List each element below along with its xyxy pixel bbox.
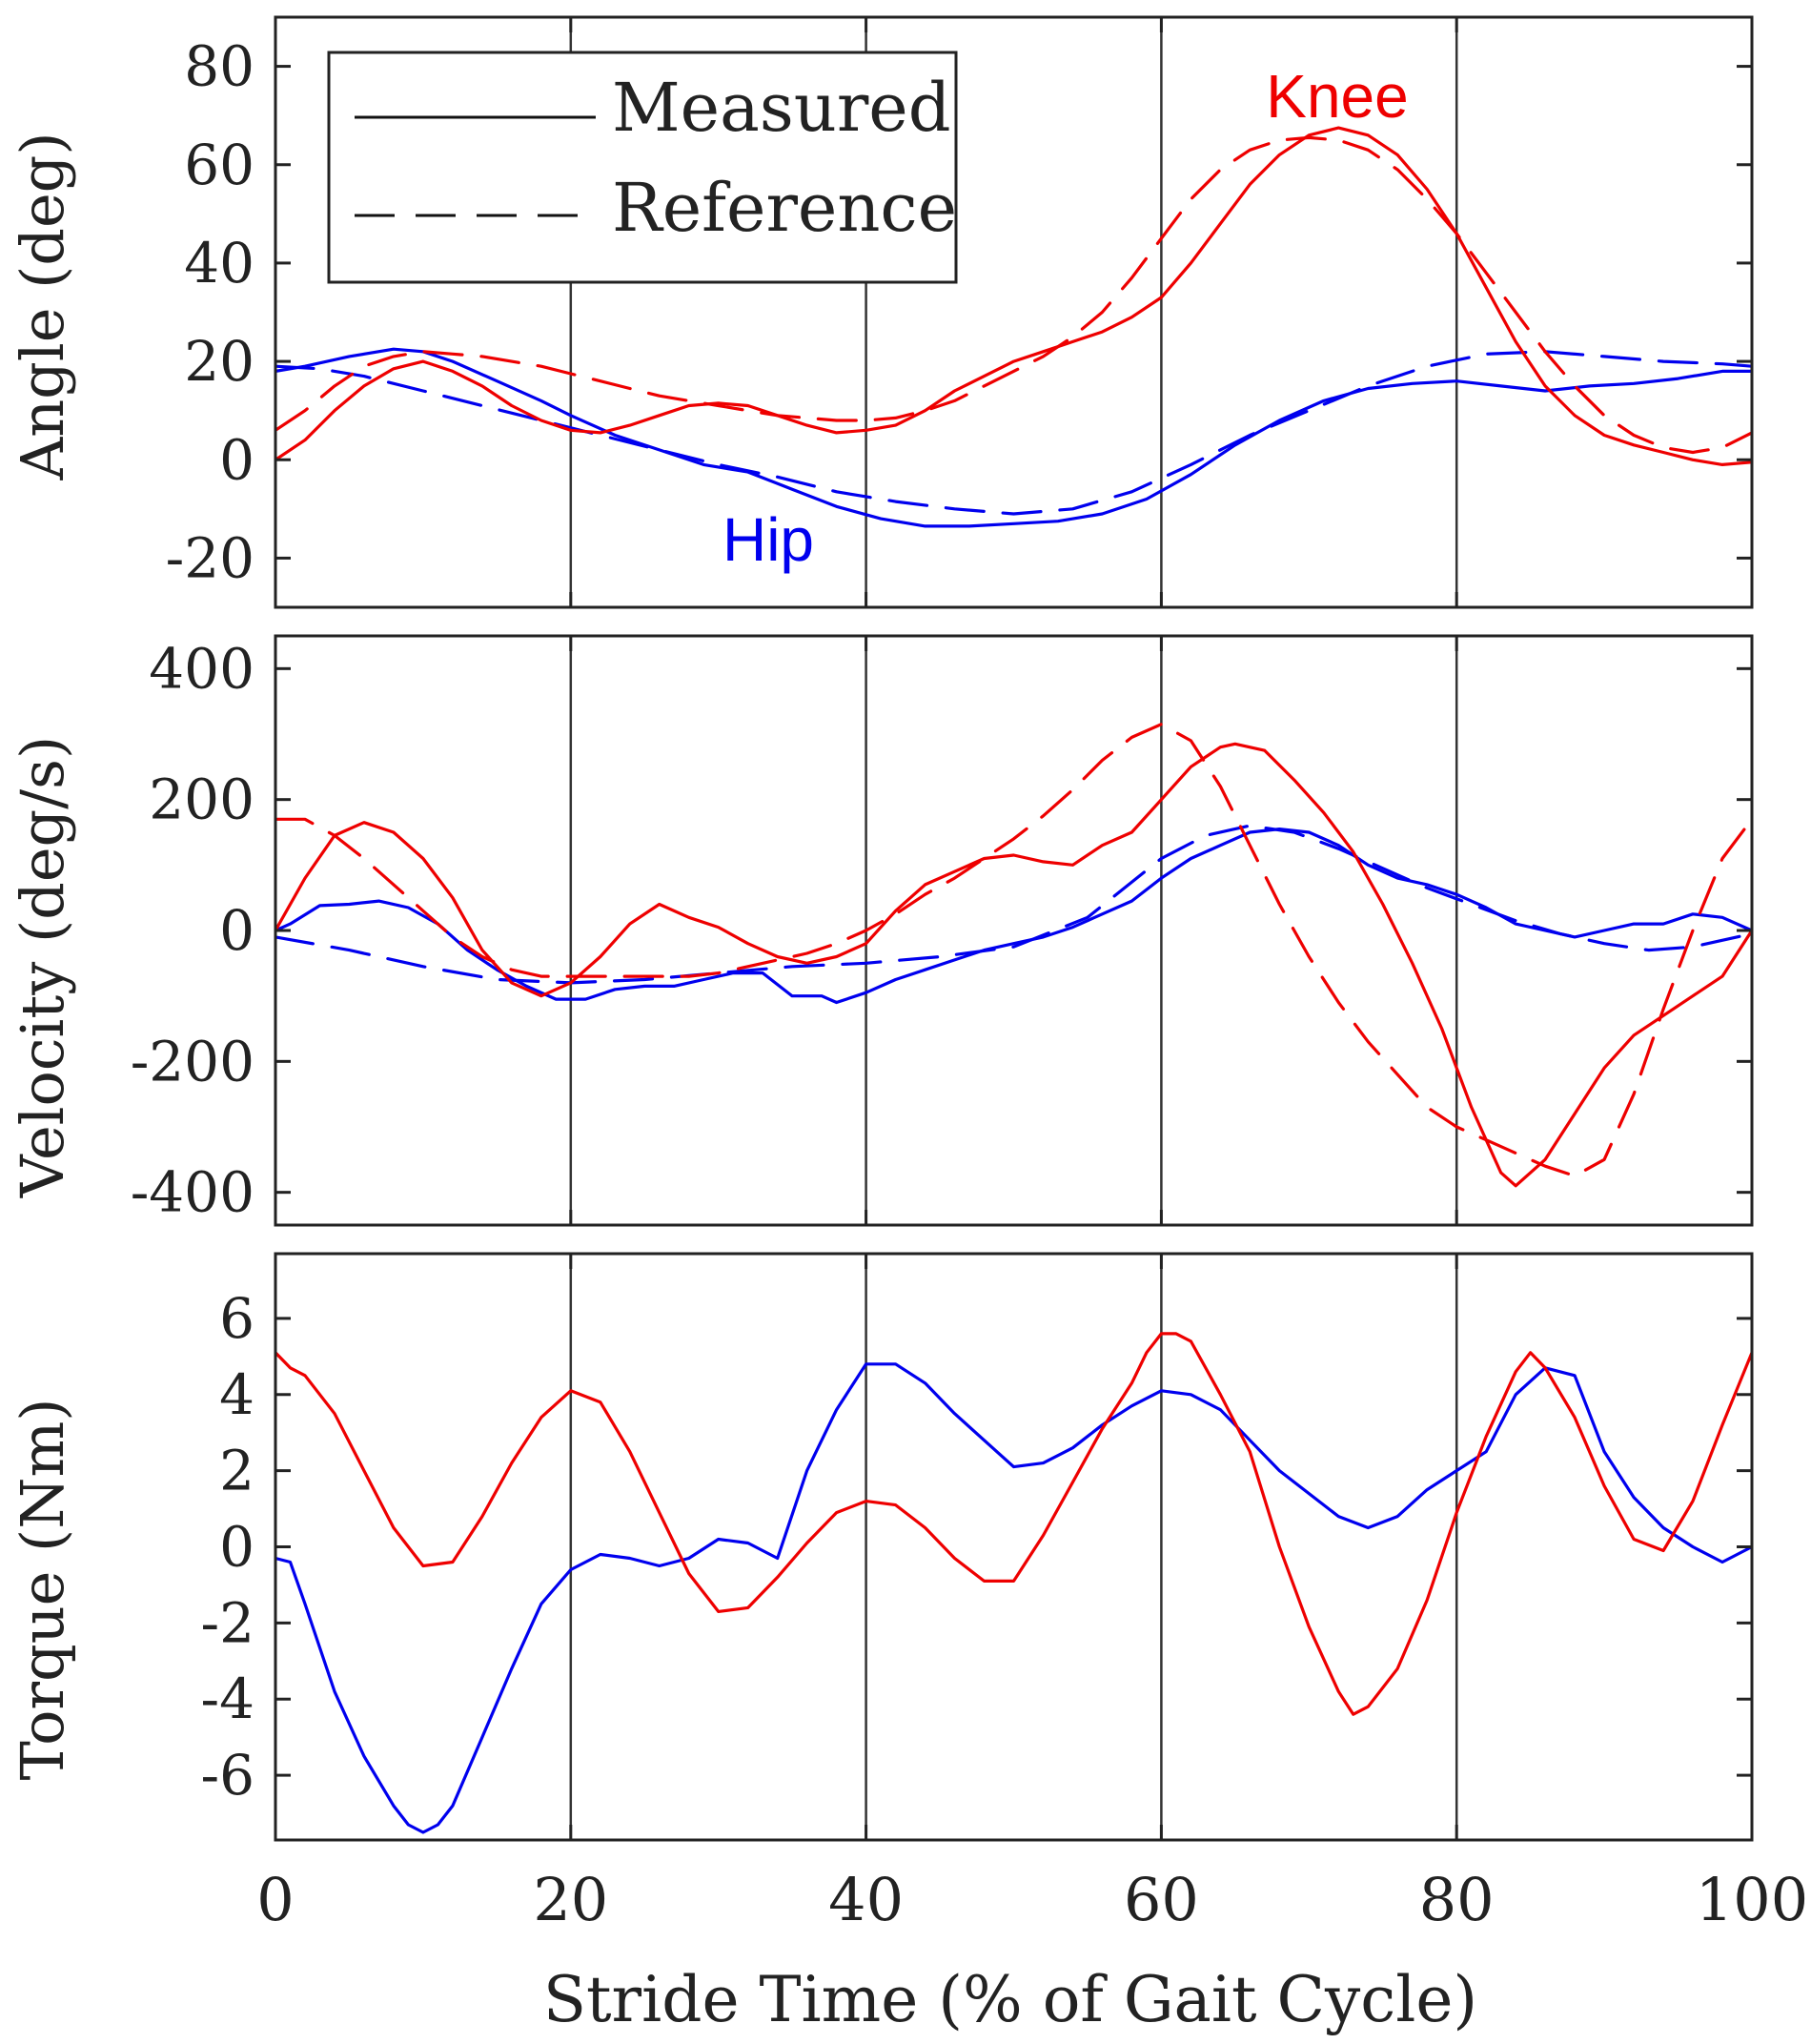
torque-panel: -6 -4 -2 0 2 4 6 Torque (Nm)	[8, 1252, 1754, 1842]
velocity-panel: -400 -200 0 200 400 Velocity (deg/s)	[8, 634, 1754, 1227]
angle-ytick-label: 20	[184, 329, 254, 394]
x-tick-label-0: 0	[256, 1865, 294, 1934]
velocity-knee-solid-series-line	[275, 742, 1752, 1188]
torque-ytick-label: 6	[219, 1286, 254, 1351]
velocity-ytick-label: 0	[219, 898, 254, 963]
x-tick-label-60: 60	[1124, 1865, 1199, 1934]
x-axis-tick-labels: 0 20 40 60 80 100	[256, 1865, 1808, 1934]
angle-knee-solid-series-line	[275, 126, 1752, 466]
velocity-series	[275, 723, 1752, 1188]
torque-hip-solid-series-line	[275, 1362, 1752, 1834]
torque-y-ticks: -6 -4 -2 0 2 4 6	[201, 1286, 1752, 1808]
angle-axes-frame	[274, 15, 1754, 609]
torque-knee-solid-series-line	[275, 1332, 1752, 1716]
torque-gridlines	[569, 1254, 1458, 1840]
angle-ytick-label: 80	[184, 34, 254, 99]
angle-y-ticks: -20 0 20 40 60 80	[166, 34, 1752, 590]
velocity-x-ticks	[274, 636, 1754, 1225]
x-tick-label-100: 100	[1696, 1865, 1808, 1934]
velocity-ytick-label: -200	[131, 1029, 254, 1094]
angle-hip-dashed-series-line	[275, 350, 1752, 516]
angle-ytick-label: 60	[184, 133, 254, 197]
torque-ytick-label: 2	[219, 1439, 254, 1503]
velocity-ytick-label: 400	[149, 636, 254, 701]
torque-series	[275, 1332, 1752, 1834]
knee-annotation: Knee	[1266, 62, 1408, 131]
x-tick-label-20: 20	[533, 1865, 608, 1934]
velocity-knee-dashed-series-line	[275, 723, 1752, 1178]
legend-box	[327, 51, 958, 284]
x-axis-label: Stride Time (% of Gait Cycle)	[543, 1963, 1477, 2036]
torque-y-axis-label: Torque (Nm)	[8, 1399, 77, 1781]
angle-panel: -20 0 20 40 60 80 Angle (deg) Measured Refere…	[8, 15, 1754, 609]
legend-entry-reference: Reference	[612, 169, 957, 247]
x-tick-label-80: 80	[1419, 1865, 1495, 1934]
angle-hip-solid-series-line	[275, 347, 1752, 528]
angle-ytick-label: 0	[219, 427, 254, 492]
velocity-ytick-label: 200	[149, 767, 254, 832]
hip-annotation: Hip	[722, 505, 814, 574]
torque-x-ticks	[274, 1254, 1754, 1840]
torque-ytick-label: 4	[219, 1362, 254, 1427]
velocity-y-ticks: -400 -200 0 200 400	[131, 636, 1752, 1225]
velocity-y-axis-label: Velocity (deg/s)	[8, 736, 77, 1198]
torque-ytick-label: -4	[201, 1666, 255, 1731]
angle-knee-dashed-series-line	[275, 135, 1752, 455]
angle-x-ticks	[274, 17, 1754, 607]
angle-ytick-label: -20	[166, 525, 254, 590]
torque-ytick-label: 0	[219, 1515, 254, 1580]
velocity-ytick-label: -400	[131, 1160, 254, 1225]
x-tick-label-40: 40	[828, 1865, 904, 1934]
legend: Measured Reference	[327, 51, 958, 284]
velocity-hip-dashed-series-line	[275, 824, 1752, 985]
angle-ytick-label: 40	[184, 231, 254, 296]
legend-entry-measured: Measured	[612, 69, 951, 147]
angle-y-axis-label: Angle (deg)	[8, 132, 77, 480]
torque-ytick-label: -6	[201, 1743, 255, 1808]
torque-ytick-label: -2	[201, 1590, 255, 1655]
angle-series	[275, 126, 1752, 528]
